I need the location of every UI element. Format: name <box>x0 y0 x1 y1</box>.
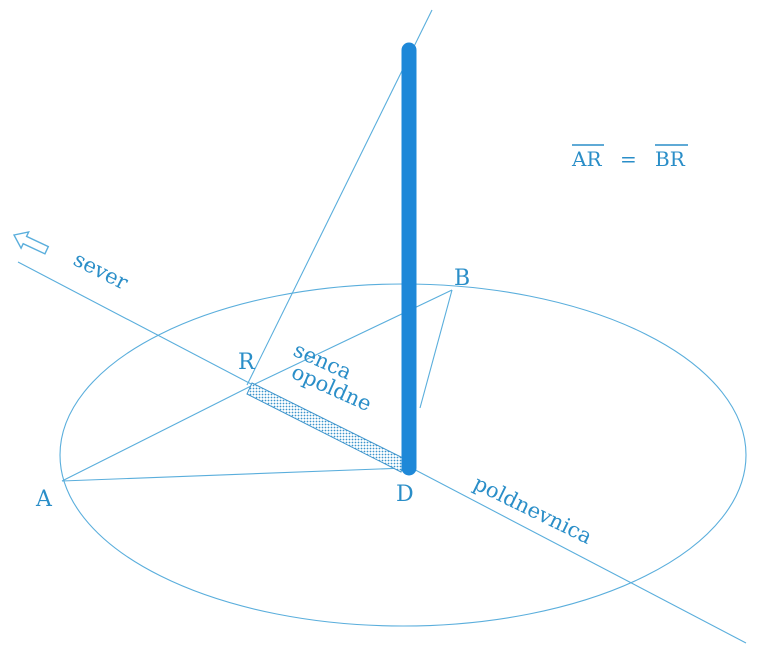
equation: AR = BR <box>571 144 688 171</box>
point-r-label: R <box>238 350 256 375</box>
line-a-d <box>61 467 406 482</box>
hollow-arrow-left-icon <box>12 230 50 255</box>
line-a-r <box>61 383 256 482</box>
equation-left: AR <box>571 147 602 171</box>
sun-ray-line <box>246 9 433 386</box>
line-r-b <box>254 289 453 385</box>
equation-right: BR <box>655 147 686 171</box>
point-d-label: D <box>396 482 414 507</box>
noon-shadow <box>246 382 406 473</box>
point-a-label: A <box>35 487 53 512</box>
equation-equals: = <box>620 147 637 171</box>
poldnevnica-label: poldnevnica <box>470 471 596 549</box>
line-b-d <box>419 289 453 409</box>
sever-label: sever <box>70 247 133 295</box>
point-b-label: B <box>454 266 470 291</box>
